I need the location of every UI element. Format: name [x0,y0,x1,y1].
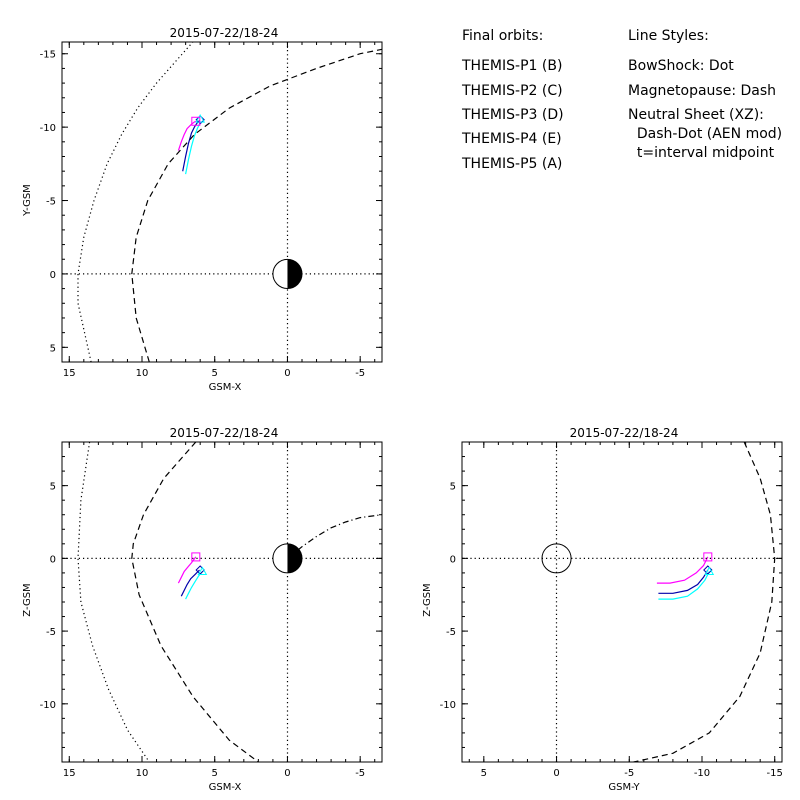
x-axis-label: GSM-X [209,782,242,793]
plot-frame [461,441,783,763]
plot-frame [61,441,383,763]
magnetopause-line [131,442,259,762]
y-tick-label: -15 [40,50,56,61]
legend-item-p1: THEMIS-P1 (B) [461,58,562,74]
legend-item-p3: THEMIS-P3 (D) [461,107,564,123]
magnetopause-line [633,442,776,762]
yz-plane-panel: 2015-07-22/18-24 5 0 -5 -10 -15 5 0 -5 -10 GSM-Y… [422,426,783,793]
x-tick-label: 15 [63,768,76,779]
midpoint-square-marker [191,552,201,562]
y-tick-label: 0 [450,554,456,565]
x-tick-label: 5 [481,768,487,779]
themis-p5-a-line [177,120,197,151]
midpoint-square-marker [191,116,201,126]
y-axis-label: Z-GSM [422,583,433,616]
midpoint-triangle-marker [704,566,715,575]
x-tick-label: -5 [624,768,634,779]
legend-item-p5: THEMIS-P5 (A) [461,156,562,172]
y-axis-label: Z-GSM [22,583,33,616]
y-tick-label: 5 [50,482,56,493]
themis-p4-e-line [182,120,200,172]
earth-outline [541,543,572,574]
plot-area [61,41,383,363]
plot-frame [61,41,383,363]
plot-content [62,442,382,762]
magnetopause-line [131,48,382,362]
x-tick-label: 5 [212,768,218,779]
earth-nightside [287,259,302,289]
themis-p5-a-line [656,556,709,584]
themis-p4-e-line [658,569,709,594]
y-tick-label: 5 [50,343,56,354]
themis-p4-e-line [180,569,200,597]
midpoint-triangle-marker [197,566,208,575]
plot-content [62,42,382,362]
tick-labels: 15 10 5 0 -5 -15 -10 -5 0 5 [40,42,382,379]
bowshock-line [77,42,194,362]
y-tick-label: -10 [40,123,56,134]
style-neutral-sheet: Neutral Sheet (XZ): [628,107,764,123]
style-bowshock: BowShock: Dot [628,58,734,74]
x-tick-label: -5 [355,768,365,779]
y-tick-label: 0 [50,554,56,565]
y-tick-label: -10 [40,700,56,711]
x-tick-label: 0 [284,368,290,379]
x-tick-label: -10 [694,768,710,779]
y-tick-label: -5 [446,627,456,638]
y-tick-label: -5 [46,197,56,208]
x-tick-label: 0 [284,768,290,779]
themis-p3-d-line [185,571,203,600]
legend-item-p2: THEMIS-P2 (C) [461,83,563,99]
x-tick-label: 10 [136,768,149,779]
bowshock-line [77,442,150,762]
x-tick-label: 0 [553,768,559,779]
panel-title: 2015-07-22/18-24 [570,426,679,440]
earth-nightside [287,543,303,573]
plot-area [61,441,383,763]
y-tick-label: -5 [46,627,56,638]
legend-item-p4: THEMIS-P4 (E) [461,131,562,147]
tick-labels: 15 10 5 0 -5 5 0 -5 -10 [40,441,382,779]
style-midpoint-note: t=interval midpoint [628,145,775,161]
panel-title: 2015-07-22/18-24 [170,426,279,440]
neutralsheet-line [287,514,382,559]
panel-title: 2015-07-22/18-24 [170,26,279,40]
y-tick-label: 0 [50,270,56,281]
xy-plane-panel: 2015-07-22/18-24 15 10 5 0 -5 -15 -10 -5 0 5 GSM-… [22,26,383,393]
y-axis-label: Y-GSM [22,184,33,217]
legend: Final orbits: THEMIS-P1 (B) THEMIS-P2 (C… [461,28,782,172]
themis-p5-a-line [177,556,197,584]
xz-plane-panel: 2015-07-22/18-24 15 10 5 0 -5 5 0 -5 -10 GSM-X Z… [22,426,383,793]
tick-labels: 5 0 -5 -10 -15 5 0 -5 -10 [440,441,783,779]
plot-content [462,442,782,762]
style-neutral-sheet-line: Dash-Dot (AEN mod) [628,126,782,142]
plot-area [461,441,783,763]
x-axis-label: GSM-X [209,382,242,393]
y-tick-label: -10 [440,700,456,711]
themis-p3-d-line [658,571,710,600]
midpoint-square-marker [703,552,713,562]
x-tick-label: -15 [767,768,783,779]
orbits-title: Final orbits: [462,28,543,44]
x-tick-label: 10 [136,368,149,379]
styles-title: Line Styles: [628,28,709,44]
x-tick-label: 15 [63,368,76,379]
x-tick-label: 5 [212,368,218,379]
x-tick-label: -5 [355,368,365,379]
y-tick-label: 5 [450,482,456,493]
x-axis-label: GSM-Y [608,782,640,793]
style-magnetopause: Magnetopause: Dash [628,83,776,99]
